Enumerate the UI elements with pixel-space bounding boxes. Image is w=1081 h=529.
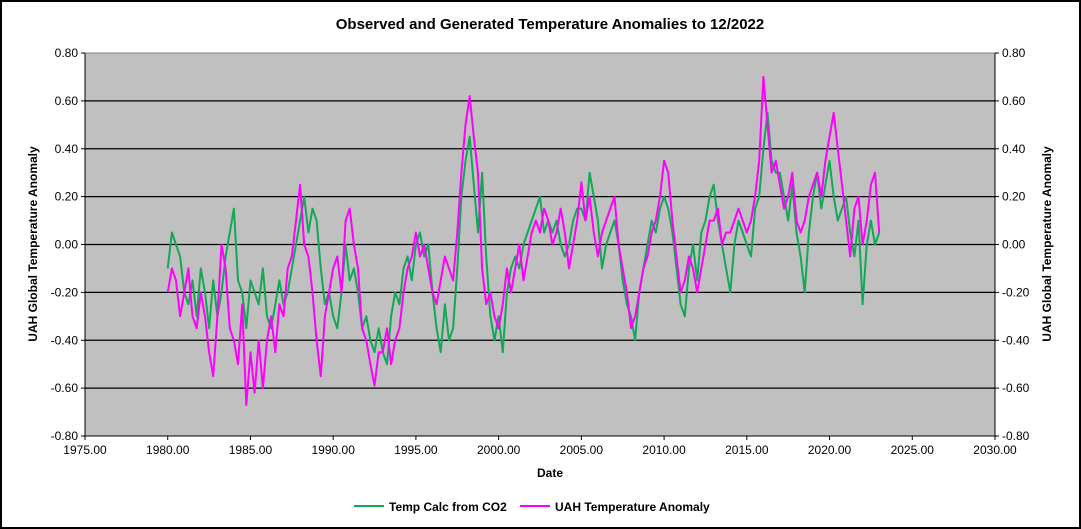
legend: Temp Calc from CO2 UAH Temperature Anoma…: [354, 500, 710, 514]
x-tick-label: 2025.00: [891, 443, 935, 457]
y-tick-label-right: 0.20: [1002, 190, 1026, 204]
y-tick-label-right: 0.80: [1002, 46, 1026, 60]
y-axis-label-right: UAH Global Temperature Anomaly: [1040, 146, 1054, 342]
y-tick-label-right: 0.40: [1002, 142, 1026, 156]
y-tick-label-right: 0.00: [1002, 238, 1026, 252]
x-tick-label: 2010.00: [642, 443, 686, 457]
y-axis-label-left: UAH Global Temperature Anomaly: [26, 146, 40, 342]
y-tick-label-left: -0.40: [51, 333, 79, 347]
y-tick-label-left: 0.80: [55, 46, 79, 60]
y-tick-label-left: 0.00: [55, 238, 79, 252]
y-tick-label-left: 0.40: [55, 142, 79, 156]
y-tick-label-left: -0.80: [51, 429, 79, 443]
y-tick-label-left: 0.60: [55, 94, 79, 108]
x-tick-label: 1980.00: [146, 443, 190, 457]
x-tick-label: 2000.00: [477, 443, 521, 457]
legend-label-uah: UAH Temperature Anomaly: [555, 500, 710, 514]
y-tick-label-right: 0.60: [1002, 94, 1026, 108]
y-tick-label-left: 0.20: [55, 190, 79, 204]
y-tick-label-right: -0.40: [1002, 333, 1030, 347]
y-tick-label-right: -0.80: [1002, 429, 1030, 443]
x-tick-label: 1990.00: [311, 443, 355, 457]
x-tick-label: 2005.00: [560, 443, 604, 457]
x-tick-label: 1975.00: [63, 443, 107, 457]
y-tick-label-right: -0.60: [1002, 381, 1030, 395]
chart-title: Observed and Generated Temperature Anoma…: [336, 16, 765, 33]
legend-label-calc: Temp Calc from CO2: [389, 500, 507, 514]
y-tick-label-right: -0.20: [1002, 285, 1030, 299]
series-uah-line: [166, 75, 881, 406]
x-tick-label: 2030.00: [973, 443, 1017, 457]
y-tick-label-left: -0.20: [51, 285, 79, 299]
y-tick-label-left: -0.60: [51, 381, 79, 395]
series-temp-calc-line: [166, 111, 881, 366]
x-tick-label: 1985.00: [229, 443, 273, 457]
x-tick-label: 1995.00: [394, 443, 438, 457]
x-tick-label: 2020.00: [808, 443, 852, 457]
x-tick-label: 2015.00: [725, 443, 769, 457]
x-axis-label: Date: [537, 466, 563, 480]
